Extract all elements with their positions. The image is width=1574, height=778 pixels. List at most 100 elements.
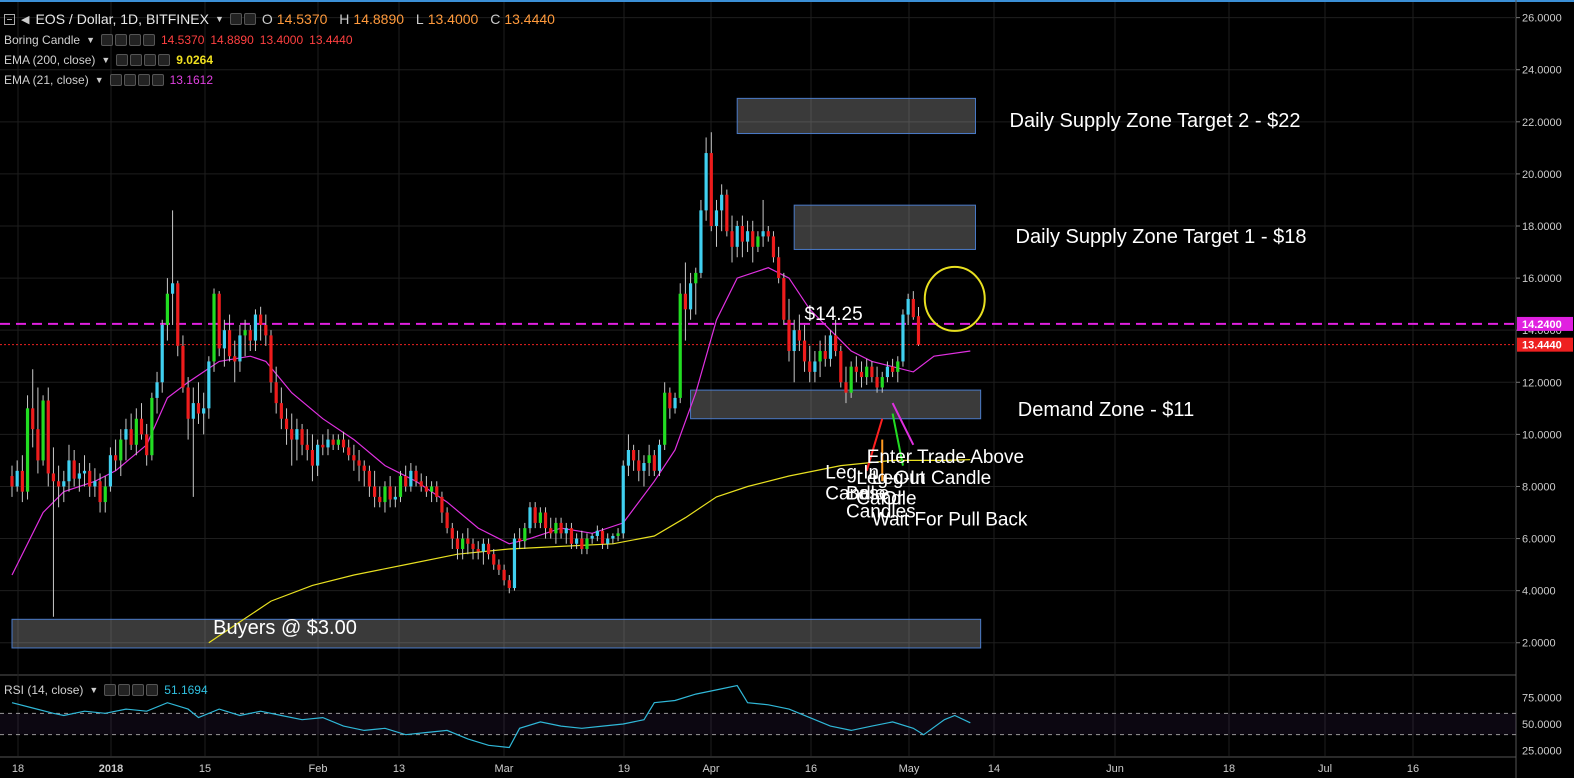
- x-tick-label: Jul: [1318, 763, 1332, 775]
- y-tick-label: 22.0000: [1522, 117, 1562, 129]
- gear-icon[interactable]: [123, 74, 136, 86]
- candle-body: [409, 470, 413, 487]
- candle-body: [129, 429, 133, 445]
- candle-body: [217, 293, 221, 349]
- candle-body: [652, 455, 656, 471]
- candle-body: [626, 450, 631, 466]
- candle-body: [383, 486, 387, 503]
- code-icon[interactable]: [128, 34, 141, 46]
- eye-icon[interactable]: [104, 684, 117, 696]
- candle-body: [891, 366, 895, 372]
- close-icon[interactable]: [151, 74, 164, 86]
- x-tick-label: 15: [199, 763, 211, 775]
- candle-body: [300, 429, 304, 445]
- candle-body: [25, 408, 30, 492]
- candle-body: [124, 429, 128, 440]
- candle-body: [82, 470, 87, 474]
- indicator-buttons: [109, 74, 164, 86]
- x-tick-label: 16: [805, 763, 817, 775]
- close-icon[interactable]: [142, 34, 155, 46]
- candle-body: [720, 194, 724, 211]
- close-icon[interactable]: [158, 54, 171, 66]
- candle-body: [865, 366, 869, 378]
- chevron-down-icon[interactable]: ▼: [214, 14, 224, 24]
- gear-icon[interactable]: [114, 34, 127, 46]
- indicator-legend-ema200[interactable]: EMA (200, close) ▼ 9.0264: [4, 53, 213, 67]
- candle-body: [611, 535, 615, 539]
- x-tick-label: 18: [1223, 763, 1235, 775]
- rsi-name[interactable]: RSI (14, close): [4, 683, 84, 697]
- candle-body: [279, 403, 283, 419]
- symbol-title[interactable]: EOS / Dollar, 1D, BITFINEX: [35, 11, 209, 27]
- back-arrow-icon[interactable]: ◀: [21, 13, 30, 26]
- indicator-legend-ema21[interactable]: EMA (21, close) ▼ 13.1612: [4, 73, 213, 87]
- highlight-circle: [923, 265, 986, 332]
- candle-body: [870, 366, 874, 378]
- annotation-label: Candle: [856, 489, 916, 510]
- candle-body: [202, 408, 206, 414]
- gear-icon[interactable]: [118, 684, 131, 696]
- candle-body: [393, 496, 397, 500]
- indicator-legend-boring-candle[interactable]: Boring Candle ▼ 14.5370 14.8890 13.4000 …: [4, 33, 353, 47]
- candle-body: [632, 450, 636, 461]
- settings-icon[interactable]: [229, 13, 242, 25]
- candle-body: [766, 231, 770, 237]
- candle-body: [36, 429, 40, 461]
- chevron-down-icon[interactable]: ▼: [101, 55, 111, 65]
- candle-body: [859, 371, 864, 378]
- eye-icon[interactable]: [100, 34, 113, 46]
- candle-body: [481, 543, 485, 552]
- x-tick-label: Mar: [495, 763, 514, 775]
- candle-body: [378, 496, 382, 503]
- candle-body: [875, 377, 879, 388]
- candle-body: [336, 439, 340, 445]
- chevron-down-icon[interactable]: ▼: [86, 35, 95, 45]
- candle-body: [373, 486, 377, 497]
- plus-icon[interactable]: [132, 684, 145, 696]
- candle-body: [424, 486, 428, 492]
- candle-body: [657, 444, 662, 471]
- candle-body: [896, 361, 900, 372]
- collapse-icon[interactable]: [4, 13, 15, 25]
- candle-body: [248, 330, 252, 341]
- arrow-red: [865, 418, 884, 472]
- candle-body: [347, 447, 351, 456]
- indicator-name[interactable]: EMA (200, close): [4, 53, 96, 67]
- chevron-down-icon[interactable]: ▼: [94, 75, 104, 85]
- gear-icon[interactable]: [130, 54, 143, 66]
- candle-body: [77, 473, 81, 479]
- gear-icon[interactable]: [243, 13, 256, 25]
- candle-body: [751, 231, 755, 247]
- eye-icon[interactable]: [109, 74, 122, 86]
- candle-body: [642, 463, 646, 471]
- eye-icon[interactable]: [116, 54, 129, 66]
- candle-body: [730, 231, 734, 247]
- plus-icon[interactable]: [137, 74, 150, 86]
- arrow-magenta: [891, 402, 915, 446]
- indicator-name[interactable]: Boring Candle: [4, 33, 81, 47]
- candle-body: [756, 236, 760, 247]
- zone-label: Demand Zone - $11: [1018, 399, 1194, 421]
- close-icon[interactable]: [146, 684, 159, 696]
- chevron-down-icon[interactable]: ▼: [89, 685, 99, 695]
- zone-box: [736, 97, 976, 135]
- candle-body: [108, 455, 113, 487]
- candle-body: [41, 400, 45, 461]
- candle-body: [497, 564, 501, 570]
- candle-body: [10, 476, 14, 487]
- candle-body: [227, 330, 232, 357]
- x-tick-label: May: [899, 763, 920, 775]
- y-tick-label: 4.0000: [1522, 586, 1556, 598]
- candle-body: [181, 345, 185, 388]
- candle-body: [461, 538, 465, 549]
- indicator-value: 13.4440: [309, 33, 353, 47]
- candle-body: [761, 231, 765, 237]
- candle-body: [419, 481, 423, 487]
- plus-icon[interactable]: [144, 54, 157, 66]
- rsi-tick-label: 25.0000: [1522, 746, 1562, 758]
- rsi-legend[interactable]: RSI (14, close) ▼ 51.1694: [4, 683, 208, 697]
- candle-body: [507, 580, 511, 589]
- indicator-name[interactable]: EMA (21, close): [4, 73, 89, 87]
- candle-body: [222, 330, 226, 349]
